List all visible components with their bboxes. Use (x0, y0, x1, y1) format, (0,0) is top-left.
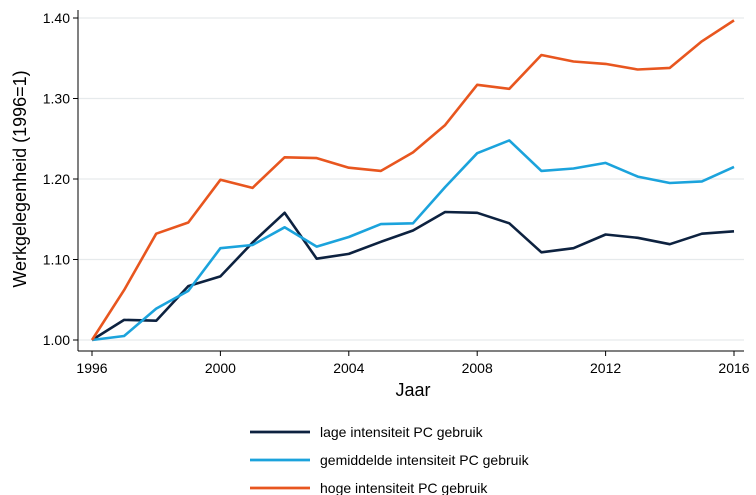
y-tick-label: 1.30 (43, 91, 70, 107)
legend-label: hoge intensiteit PC gebruik (320, 480, 488, 495)
x-tick-label: 2000 (205, 360, 236, 376)
y-axis-title: Werkgelegenheid (1996=1) (10, 70, 30, 287)
legend-label: lage intensiteit PC gebruik (320, 424, 484, 440)
series-line-1 (91, 210, 735, 342)
gridlines (78, 17, 744, 341)
x-axis-title: Jaar (395, 380, 430, 400)
x-tick-label: 2016 (718, 360, 749, 376)
legend-label: gemiddelde intensiteit PC gebruik (320, 452, 530, 468)
x-tick-label: 2004 (333, 360, 364, 376)
series-lines (90, 19, 735, 342)
x-tick-label: 1996 (76, 360, 107, 376)
y-tick-label: 1.20 (43, 171, 70, 187)
y-tick-label: 1.40 (43, 10, 70, 26)
legend: lage intensiteit PC gebruik gemiddelde in… (250, 424, 530, 495)
x-tick-label: 2012 (590, 360, 621, 376)
y-tick-label: 1.00 (43, 332, 70, 348)
x-tick-label: 2008 (462, 360, 493, 376)
x-axis-ticks: 1996 2000 2004 2008 2012 2016 (76, 351, 750, 376)
series-line-3 (90, 19, 735, 341)
y-tick-label: 1.10 (43, 252, 70, 268)
y-axis-ticks: 1.00 1.10 1.20 1.30 1.40 (43, 10, 78, 348)
series-line-2 (91, 139, 735, 342)
